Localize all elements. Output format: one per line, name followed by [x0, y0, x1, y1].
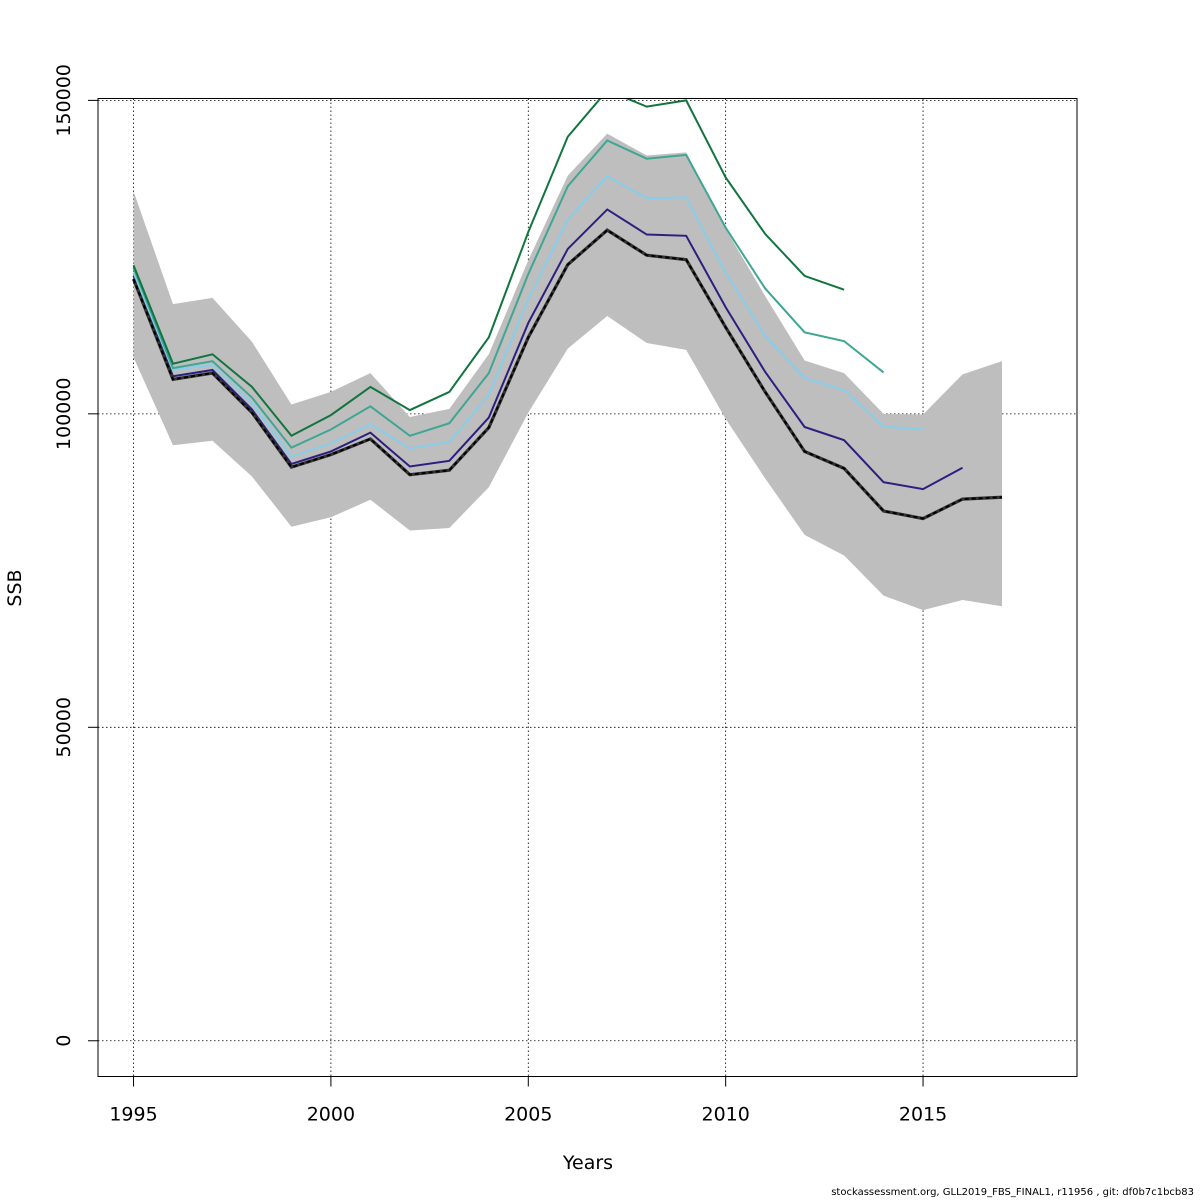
series-line-2 [132, 174, 924, 458]
x-tick-label: 2015 [899, 1104, 947, 1126]
x-axis: 1995 2000 2005 2010 2015 [109, 1076, 947, 1126]
series-line-1 [132, 208, 963, 491]
x-tick-label: 2010 [701, 1104, 749, 1126]
plot-frame [97, 98, 1078, 1077]
series-line-0 [132, 228, 1003, 520]
ci-band-area [133, 133, 1002, 611]
series-line-3 [132, 139, 885, 449]
confidence-band [133, 133, 1002, 611]
x-tick-label: 1995 [109, 1104, 157, 1126]
y-tick-label: 50000 [53, 697, 75, 757]
x-tick-label: 2005 [504, 1104, 552, 1126]
y-tick-label: 150000 [53, 64, 75, 137]
y-axis-label: SSB [4, 569, 26, 606]
footer-note: stockassessment.org, GLL2019_FBS_FINAL1,… [831, 1187, 1194, 1198]
y-tick-label: 100000 [53, 378, 75, 451]
x-axis-label: Years [562, 1152, 613, 1174]
y-axis: 0 50000 100000 150000 [53, 64, 98, 1047]
y-tick-label: 0 [53, 1035, 75, 1047]
x-tick-label: 2000 [307, 1104, 355, 1126]
series-lines [132, 98, 1003, 521]
series-line-4 [132, 98, 845, 438]
